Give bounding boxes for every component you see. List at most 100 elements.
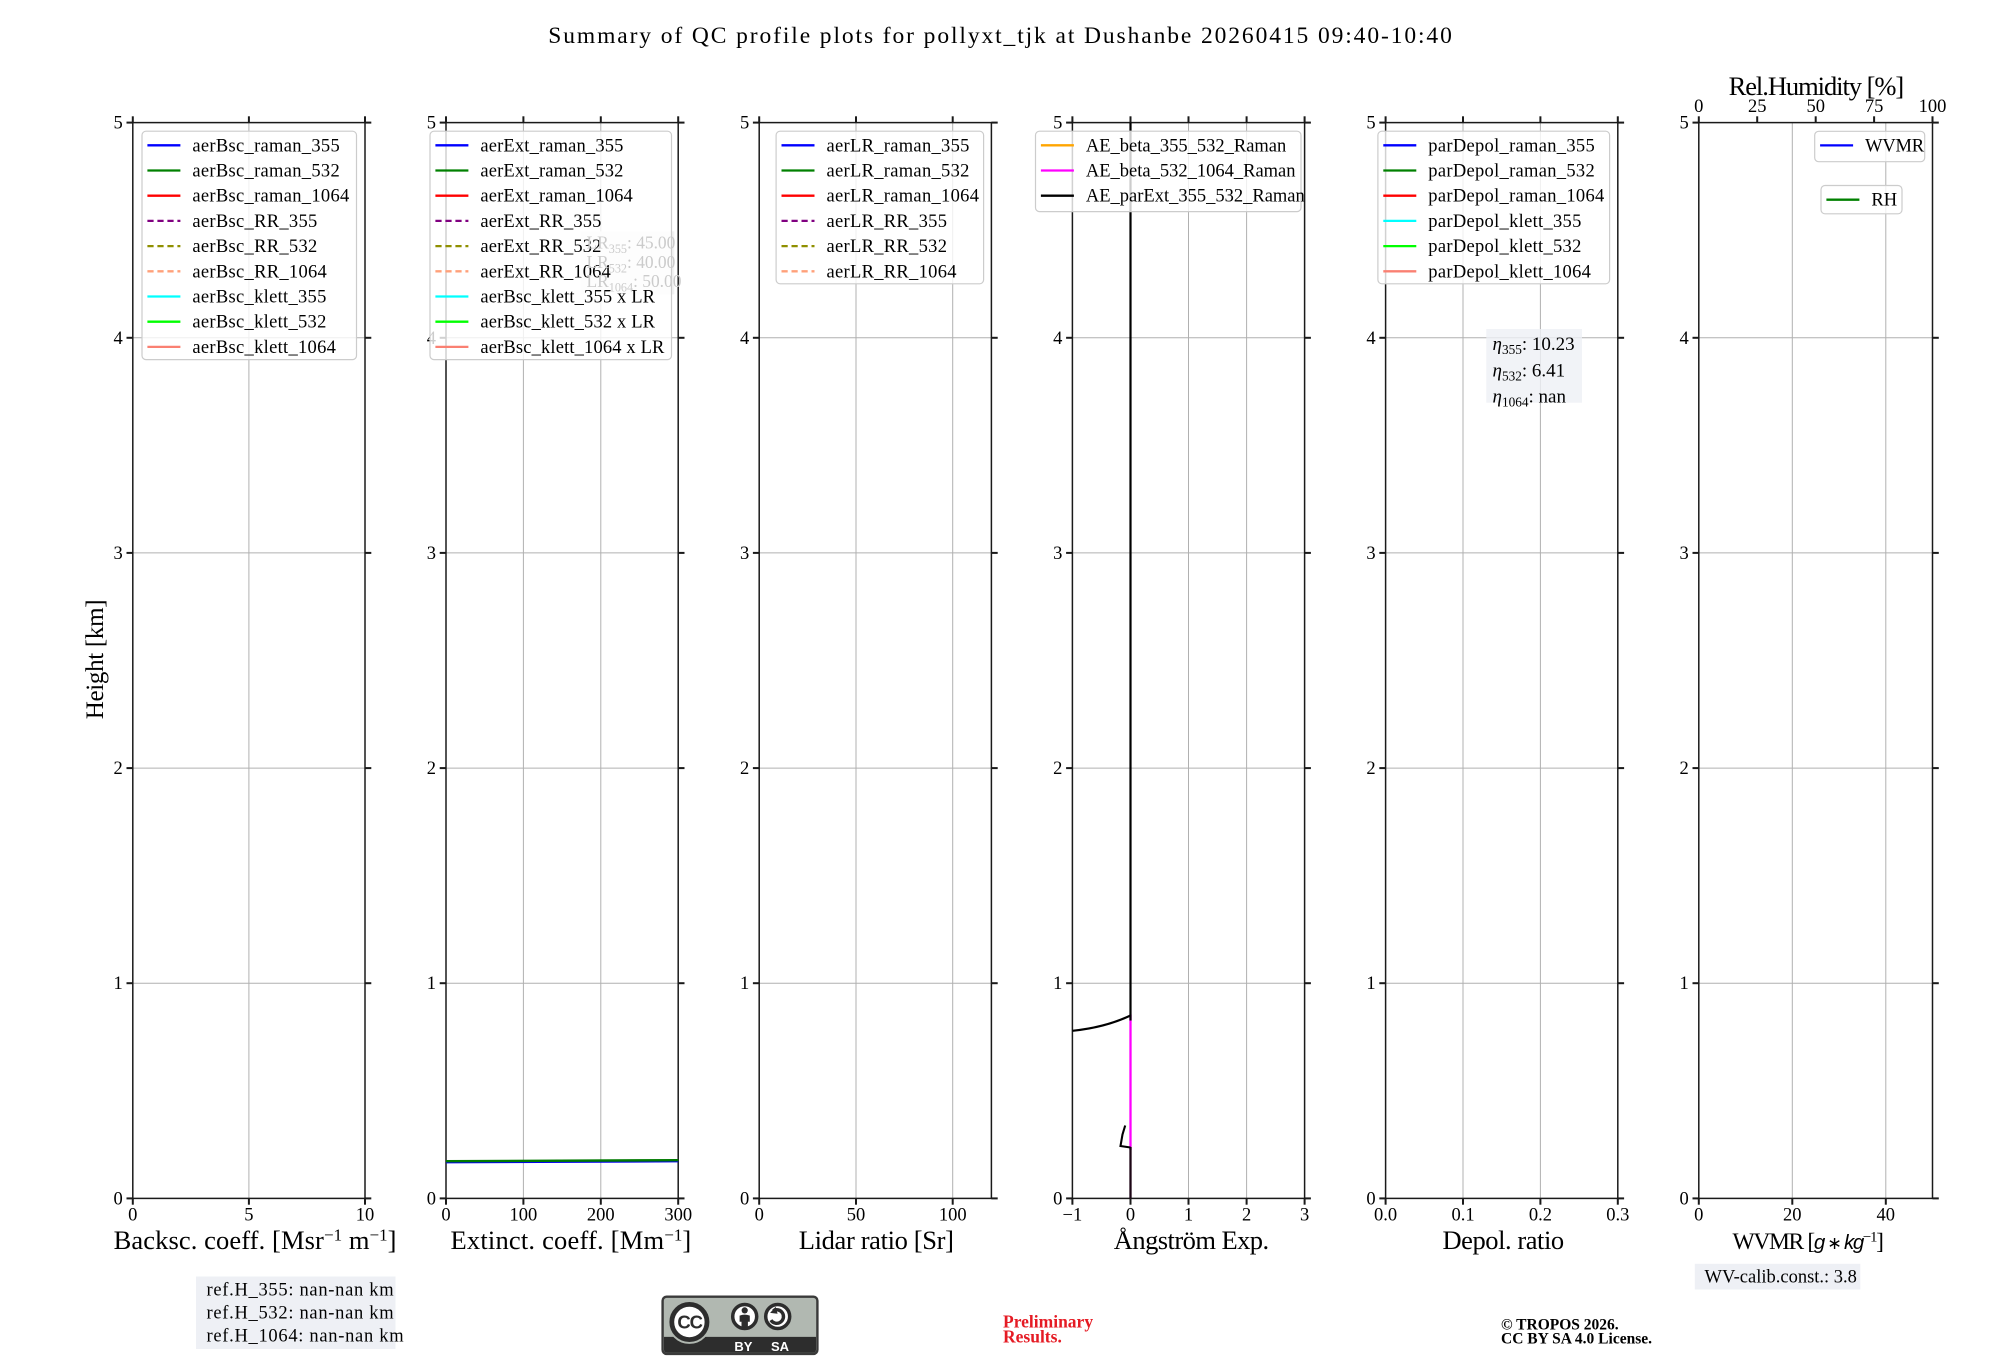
svg-text:ref.H_1064: nan-nan km: ref.H_1064: nan-nan km: [207, 1327, 405, 1347]
svg-text:300: 300: [664, 1205, 692, 1225]
svg-text:aerLR_RR_1064: aerLR_RR_1064: [827, 262, 957, 282]
svg-text:Backsc. coeff. [Msr−1​ m−1​]: Backsc. coeff. [Msr−1​ m−1​]: [114, 1225, 397, 1255]
svg-text:0.3: 0.3: [1606, 1205, 1629, 1225]
svg-text:3: 3: [1366, 544, 1375, 564]
svg-text:1: 1: [1366, 974, 1375, 994]
svg-text:parDepol_raman_355: parDepol_raman_355: [1428, 136, 1595, 156]
svg-text:aerBsc_raman_532: aerBsc_raman_532: [192, 162, 340, 182]
svg-text:aerExt_RR_355: aerExt_RR_355: [480, 212, 601, 232]
svg-text:5: 5: [740, 114, 749, 134]
svg-text:parDepol_klett_1064: parDepol_klett_1064: [1428, 262, 1591, 282]
svg-text:100: 100: [939, 1205, 967, 1225]
svg-text:3: 3: [1053, 544, 1062, 564]
svg-text:20: 20: [1783, 1205, 1802, 1225]
svg-text:aerBsc_klett_532: aerBsc_klett_532: [192, 313, 326, 333]
svg-text:2: 2: [1680, 759, 1689, 779]
svg-text:0: 0: [1053, 1189, 1062, 1209]
svg-text:WV-calib.const.: 3.8: WV-calib.const.: 3.8: [1705, 1268, 1857, 1288]
svg-text:Depol. ratio: Depol. ratio: [1443, 1225, 1564, 1255]
svg-text:parDepol_raman_1064: parDepol_raman_1064: [1428, 187, 1604, 207]
svg-text:aerLR_RR_355: aerLR_RR_355: [827, 212, 948, 232]
svg-text:1: 1: [1680, 974, 1689, 994]
svg-text:0: 0: [1694, 97, 1703, 117]
svg-text:aerLR_RR_532: aerLR_RR_532: [827, 237, 948, 257]
svg-text:aerExt_raman_532: aerExt_raman_532: [480, 162, 623, 182]
svg-text:3: 3: [1300, 1205, 1309, 1225]
svg-text:aerExt_raman_1064: aerExt_raman_1064: [480, 187, 633, 207]
svg-text:CC: CC: [677, 1312, 702, 1333]
svg-text:5: 5: [244, 1205, 253, 1225]
svg-text:WVMR: WVMR: [1865, 136, 1925, 156]
svg-text:4: 4: [740, 329, 749, 349]
svg-text:0.1: 0.1: [1451, 1205, 1474, 1225]
svg-text:0: 0: [1680, 1189, 1689, 1209]
svg-text:3: 3: [1680, 544, 1689, 564]
svg-text:4: 4: [1366, 329, 1375, 349]
svg-text:AE_beta_532_1064_Raman: AE_beta_532_1064_Raman: [1086, 162, 1296, 182]
svg-text:aerBsc_klett_355 x LR: aerBsc_klett_355 x LR: [480, 288, 655, 308]
svg-text:ref.H_532: nan-nan km: ref.H_532: nan-nan km: [207, 1304, 395, 1324]
svg-text:Lidar ratio [Sr]: Lidar ratio [Sr]: [799, 1225, 954, 1255]
svg-text:Preliminary: Preliminary: [1003, 1312, 1093, 1332]
svg-text:2: 2: [1242, 1205, 1251, 1225]
svg-text:WVMR [g ∗ kg−1]: WVMR [g ∗ kg−1]: [1733, 1229, 1884, 1255]
svg-text:1: 1: [427, 974, 436, 994]
svg-text:aerBsc_RR_355: aerBsc_RR_355: [192, 212, 317, 232]
svg-text:0.0: 0.0: [1374, 1205, 1397, 1225]
svg-text:−1: −1: [1063, 1205, 1083, 1225]
svg-text:4: 4: [1053, 329, 1062, 349]
svg-text:parDepol_klett_532: parDepol_klett_532: [1428, 237, 1581, 257]
svg-text:5: 5: [114, 114, 123, 134]
svg-text:η532: 6.41: η532: 6.41: [1493, 360, 1566, 383]
svg-text:0: 0: [128, 1205, 137, 1225]
svg-text:Height [km]: Height [km]: [82, 600, 109, 720]
svg-text:0: 0: [1694, 1205, 1703, 1225]
svg-text:100: 100: [510, 1205, 538, 1225]
svg-text:1: 1: [1184, 1205, 1193, 1225]
svg-text:AE_beta_355_532_Raman: AE_beta_355_532_Raman: [1086, 136, 1286, 156]
svg-text:0: 0: [755, 1205, 764, 1225]
svg-text:aerExt_RR_532: aerExt_RR_532: [480, 237, 601, 257]
svg-text:3: 3: [740, 544, 749, 564]
svg-text:aerBsc_klett_1064: aerBsc_klett_1064: [192, 338, 336, 358]
svg-text:5: 5: [1053, 114, 1062, 134]
svg-text:parDepol_raman_532: parDepol_raman_532: [1428, 162, 1595, 182]
svg-text:5: 5: [427, 114, 436, 134]
svg-text:aerBsc_raman_355: aerBsc_raman_355: [192, 136, 340, 156]
svg-text:1: 1: [114, 974, 123, 994]
svg-text:1: 1: [1053, 974, 1062, 994]
svg-text:50: 50: [847, 1205, 866, 1225]
svg-text:0: 0: [441, 1205, 450, 1225]
svg-text:aerLR_raman_532: aerLR_raman_532: [827, 162, 970, 182]
svg-text:0.2: 0.2: [1529, 1205, 1552, 1225]
svg-text:aerLR_raman_1064: aerLR_raman_1064: [827, 187, 980, 207]
svg-text:CC BY SA 4.0 License.: CC BY SA 4.0 License.: [1501, 1331, 1652, 1348]
svg-text:75: 75: [1865, 97, 1884, 117]
svg-text:aerExt_RR_1064: aerExt_RR_1064: [480, 262, 611, 282]
svg-text:2: 2: [427, 759, 436, 779]
svg-text:aerLR_raman_355: aerLR_raman_355: [827, 136, 970, 156]
svg-text:aerBsc_klett_355: aerBsc_klett_355: [192, 288, 326, 308]
svg-text:Extinct. coeff. [Mm−1​]: Extinct. coeff. [Mm−1​]: [451, 1225, 692, 1255]
svg-text:3: 3: [114, 544, 123, 564]
svg-text:RH: RH: [1871, 191, 1897, 211]
svg-text:LR1064: 50.00: LR1064: 50.00: [587, 271, 682, 295]
svg-text:SA: SA: [771, 1339, 790, 1354]
svg-text:100: 100: [1919, 97, 1947, 117]
svg-text:10: 10: [356, 1205, 375, 1225]
svg-text:2: 2: [740, 759, 749, 779]
svg-text:AE_parExt_355_532_Raman: AE_parExt_355_532_Raman: [1086, 187, 1305, 207]
svg-text:4: 4: [1680, 329, 1689, 349]
svg-text:η355: 10.23: η355: 10.23: [1493, 334, 1575, 357]
svg-text:BY: BY: [734, 1339, 752, 1354]
svg-text:1: 1: [740, 974, 749, 994]
svg-text:25: 25: [1748, 97, 1767, 117]
svg-text:3: 3: [427, 544, 436, 564]
svg-text:5: 5: [1366, 114, 1375, 134]
svg-text:Ångström Exp.: Ångström Exp.: [1114, 1225, 1269, 1255]
svg-text:parDepol_klett_355: parDepol_klett_355: [1428, 212, 1581, 232]
svg-text:2: 2: [1366, 759, 1375, 779]
svg-text:Results.: Results.: [1003, 1327, 1062, 1347]
svg-text:40: 40: [1877, 1205, 1896, 1225]
svg-text:aerBsc_raman_1064: aerBsc_raman_1064: [192, 187, 349, 207]
